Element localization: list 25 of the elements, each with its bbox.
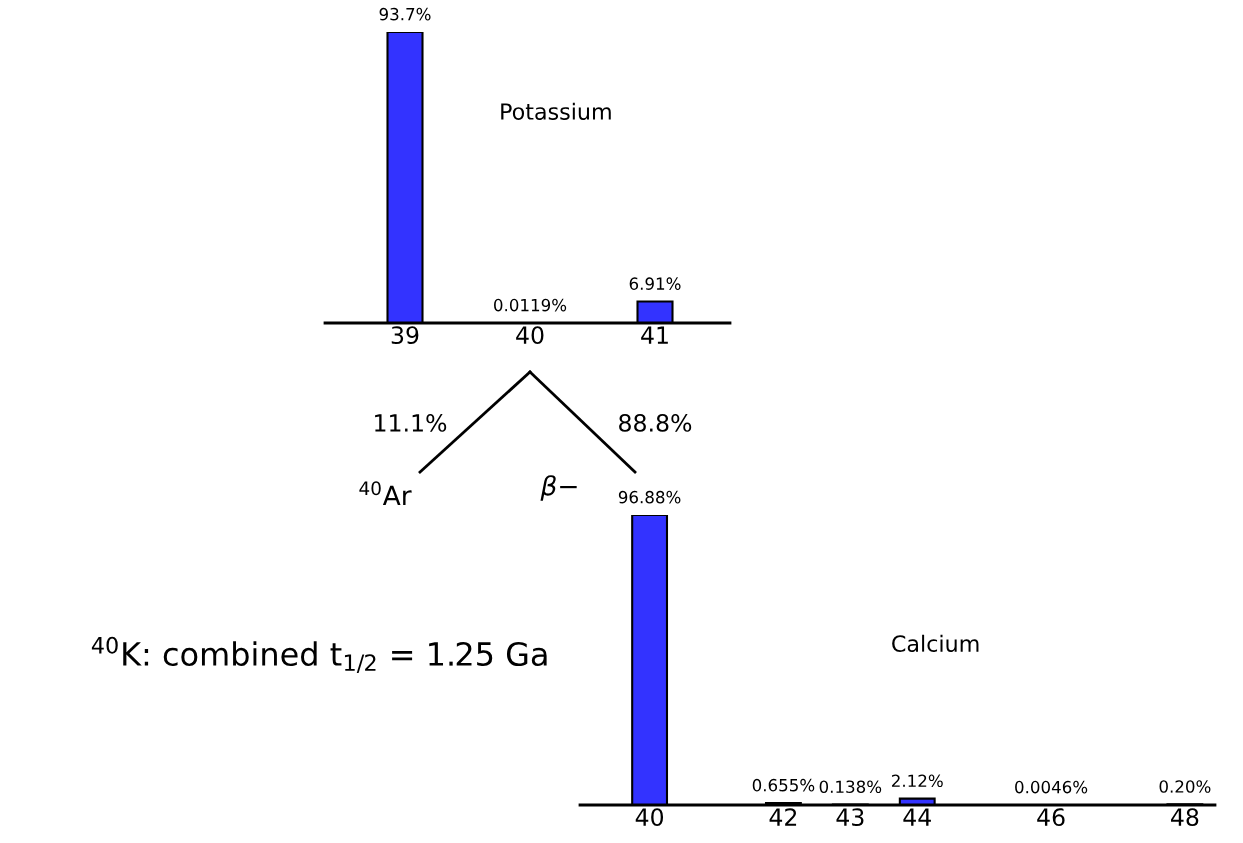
data-label: 0.138% <box>819 780 882 794</box>
text: $^{40}$Ar <box>359 481 412 506</box>
data-label: 6.91% <box>629 277 681 290</box>
data-label: 96.88% <box>618 490 681 504</box>
x-tick-label: 48 <box>1171 808 1199 827</box>
x-tick-label: 46 <box>1037 808 1065 827</box>
data-label: 0.0046% <box>1015 780 1088 794</box>
text: β− <box>540 475 577 501</box>
text: $^{40}$K: combined t$_{1/2}$ = 1.25 Ga <box>91 636 547 673</box>
x-tick-label: 41 <box>641 326 668 344</box>
text: Calcium <box>892 634 979 652</box>
text: 11.1% <box>375 413 447 432</box>
data-label: 0.0119% <box>494 298 567 312</box>
text: 88.8% <box>619 413 692 432</box>
data-label: 2.12% <box>891 774 943 788</box>
x-tick-label: 39 <box>391 326 419 345</box>
data-label: 0.655% <box>752 778 815 792</box>
x-tick-label: 40 <box>516 326 544 345</box>
data-label: 0.20% <box>1159 780 1211 793</box>
x-tick-label: 42 <box>769 808 797 826</box>
x-tick-label: 40 <box>635 808 664 827</box>
x-tick-label: 43 <box>836 808 864 827</box>
x-tick-label: 44 <box>903 808 931 826</box>
data-label: 93.7% <box>379 7 431 21</box>
text: Potassium <box>501 102 611 120</box>
